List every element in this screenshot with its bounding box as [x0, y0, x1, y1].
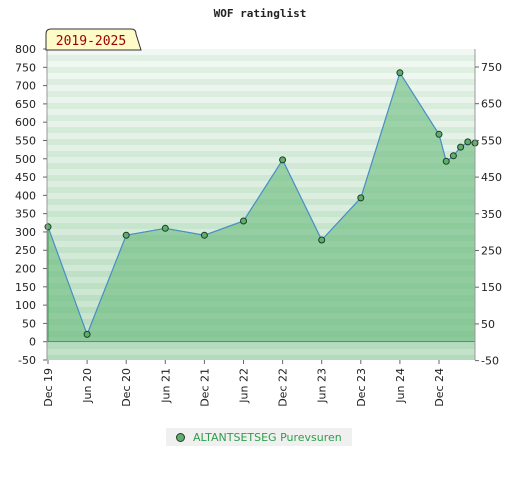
background-band: [47, 187, 475, 193]
y-axis-left: 8007507006506005505004504003503002502001…: [15, 43, 47, 367]
background-band: [47, 85, 475, 91]
background-band: [47, 55, 475, 61]
y-tick-label-left: 550: [15, 134, 36, 147]
y-tick-label-right: 450: [481, 171, 502, 184]
x-tick-label: Jun 23: [316, 368, 329, 404]
background-band: [47, 61, 475, 67]
background-band: [47, 73, 475, 79]
y-tick-label-left: -50: [18, 354, 36, 367]
background-band: [47, 133, 475, 139]
y-tick-label-left: 150: [15, 281, 36, 294]
background-band: [47, 49, 475, 55]
data-point: [357, 194, 365, 202]
data-point: [83, 330, 91, 338]
background-band: [47, 103, 475, 109]
legend-label: ALTANTSETSEG Purevsuren: [193, 430, 342, 444]
y-tick-label-left: 0: [29, 336, 36, 349]
background-band: [47, 109, 475, 115]
chart-title: WOF ratinglist: [214, 7, 307, 20]
data-point: [457, 143, 465, 151]
background-band: [47, 79, 475, 85]
background-band: [47, 163, 475, 169]
y-tick-label-left: 300: [15, 226, 36, 239]
data-point: [44, 223, 52, 231]
y-tick-label-right: 150: [481, 281, 502, 294]
data-point: [435, 130, 443, 138]
x-tick-label: Jun 24: [394, 368, 407, 404]
x-tick-label: Jun 20: [81, 368, 94, 404]
y-tick-label-left: 350: [15, 208, 36, 221]
data-point: [318, 236, 326, 244]
x-axis: Dec 19 Jun 20 Dec 20 Jun 21 Dec 21 Jun 22 Dec …: [42, 360, 446, 407]
period-badge: 2019-2025: [45, 28, 142, 51]
data-point: [442, 157, 450, 165]
y-tick-label-right: 550: [481, 134, 502, 147]
y-tick-label-right: 50: [481, 318, 495, 331]
background-band: [47, 145, 475, 151]
background-band: [47, 97, 475, 103]
y-tick-label-right: 750: [481, 61, 502, 74]
data-point: [464, 138, 472, 146]
y-tick-label-left: 450: [15, 171, 36, 184]
background-band: [47, 169, 475, 175]
background-band: [47, 175, 475, 181]
x-tick-label: Dec 21: [198, 368, 211, 407]
y-tick-label-left: 600: [15, 116, 36, 129]
x-tick-label: Dec 19: [42, 368, 55, 407]
y-tick-label-right: 250: [481, 245, 502, 258]
background-band: [47, 151, 475, 157]
series-points: [44, 69, 479, 338]
y-tick-label-left: 750: [15, 61, 36, 74]
series-line: [47, 71, 476, 337]
period-badge-label: 2019-2025: [56, 34, 126, 49]
x-tick-label: Dec 22: [277, 368, 290, 407]
y-tick-label-left: 800: [15, 43, 36, 56]
background-band: [47, 91, 475, 97]
legend-marker-icon: [176, 432, 185, 442]
data-point: [200, 231, 208, 239]
background-band: [47, 181, 475, 187]
y-tick-label-left: 200: [15, 263, 36, 276]
background-band: [47, 127, 475, 133]
background-band: [47, 139, 475, 145]
background-band: [47, 115, 475, 121]
y-tick-label-right: 350: [481, 208, 502, 221]
y-tick-label-left: 650: [15, 98, 36, 111]
background-band: [47, 355, 475, 360]
chart-legend: ALTANTSETSEG Purevsuren: [166, 428, 352, 446]
y-axis-right: 750 650 550 450 350 250 150 50 -50: [475, 61, 502, 368]
background-band: [47, 121, 475, 127]
background-band: [47, 157, 475, 163]
y-tick-label-right: 650: [481, 98, 502, 111]
x-tick-label: Dec 23: [355, 368, 368, 407]
x-tick-label: Jun 21: [159, 368, 172, 404]
data-point: [396, 69, 404, 77]
data-point: [279, 156, 287, 164]
y-tick-label-left: 50: [22, 317, 36, 330]
y-tick-label-left: 400: [15, 189, 36, 202]
x-tick-label: Dec 20: [120, 368, 133, 407]
background-band: [47, 343, 475, 349]
y-tick-label-left: 500: [15, 153, 36, 166]
x-tick-label: Jun 22: [238, 368, 251, 404]
y-tick-label-left: 700: [15, 80, 36, 93]
data-point: [449, 152, 457, 160]
data-point: [161, 224, 169, 232]
background-band: [47, 67, 475, 73]
y-tick-label-left: 250: [15, 244, 36, 257]
data-point: [122, 231, 130, 239]
y-tick-label-left: 100: [15, 299, 36, 312]
y-tick-label-right: -50: [481, 355, 499, 368]
x-tick-label: Dec 24: [433, 368, 446, 407]
background-band: [47, 349, 475, 355]
data-point: [240, 217, 247, 225]
